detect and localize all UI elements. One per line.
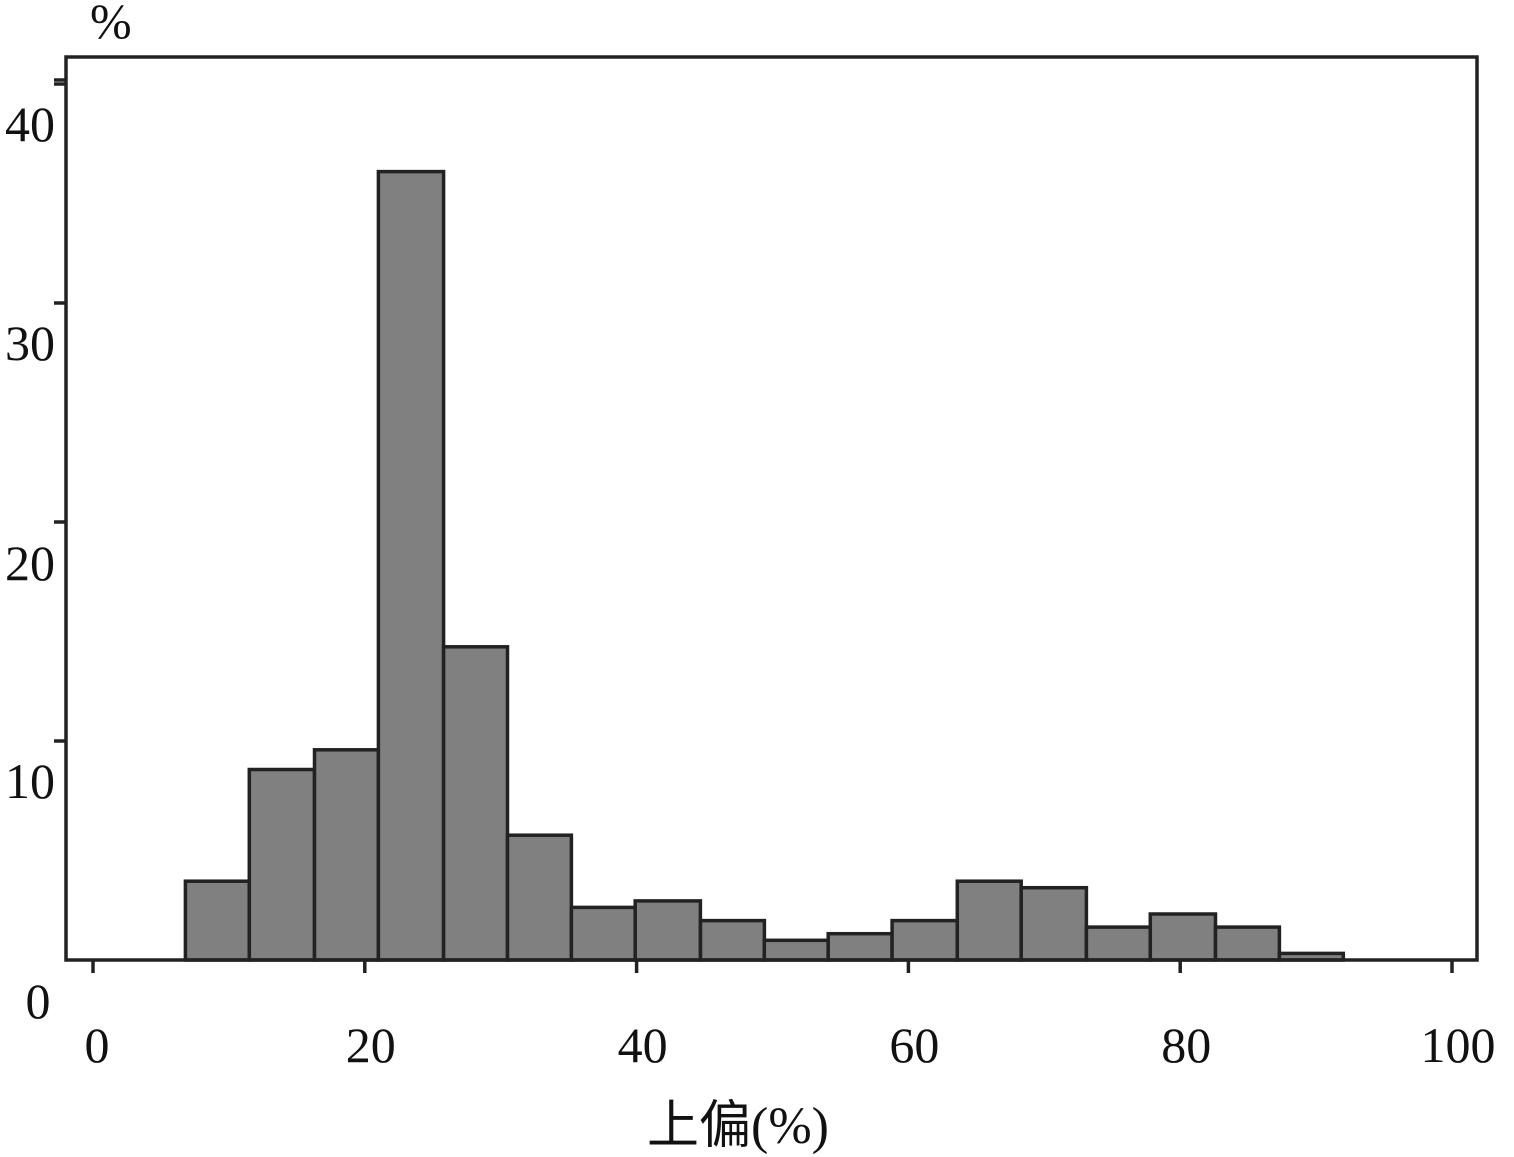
y-tick-label: 10 bbox=[5, 753, 55, 809]
y-tick-label: 40 bbox=[5, 96, 55, 152]
histogram-bar-10 bbox=[762, 938, 830, 962]
histogram-bar-7 bbox=[569, 905, 638, 962]
y-axis-unit-label: % bbox=[90, 0, 132, 49]
x-tick-label: 40 bbox=[618, 1017, 668, 1073]
histogram-bar-14 bbox=[1019, 885, 1089, 962]
histogram-bar-16 bbox=[1148, 912, 1218, 962]
x-tick-label: 60 bbox=[889, 1017, 939, 1073]
y-tick-label: 20 bbox=[5, 535, 55, 591]
histogram-bar-9 bbox=[698, 918, 767, 962]
histogram-bar-6 bbox=[505, 833, 574, 962]
y-axis: 0 10 20 30 40 bbox=[5, 78, 66, 1029]
x-axis-title: 上偏(%) bbox=[647, 1098, 829, 1155]
histogram-bar-5 bbox=[441, 645, 510, 962]
x-tick-label: 100 bbox=[1421, 1017, 1496, 1073]
histogram-bar-1 bbox=[183, 879, 252, 962]
histogram-bar-11 bbox=[826, 931, 894, 962]
histogram-bar-4 bbox=[376, 169, 446, 962]
histogram-bar-12 bbox=[890, 918, 960, 962]
x-tick-label: 20 bbox=[346, 1017, 396, 1073]
y-tick-label: 0 bbox=[26, 973, 51, 1029]
y-tick-label: 30 bbox=[5, 315, 55, 371]
bars-group bbox=[183, 169, 1346, 962]
plot-frame bbox=[64, 55, 1479, 962]
histogram-bar-3 bbox=[312, 748, 381, 962]
histogram-bar-8 bbox=[633, 899, 703, 962]
histogram-bar-13 bbox=[955, 879, 1023, 962]
histogram-bar-17 bbox=[1213, 925, 1282, 962]
x-tick-label: 0 bbox=[85, 1017, 110, 1073]
x-tick-label: 80 bbox=[1161, 1017, 1211, 1073]
histogram-bar-2 bbox=[247, 767, 317, 962]
histogram-bar-15 bbox=[1084, 925, 1153, 962]
x-axis: 0 20 40 60 80 100 bbox=[85, 960, 1496, 1073]
